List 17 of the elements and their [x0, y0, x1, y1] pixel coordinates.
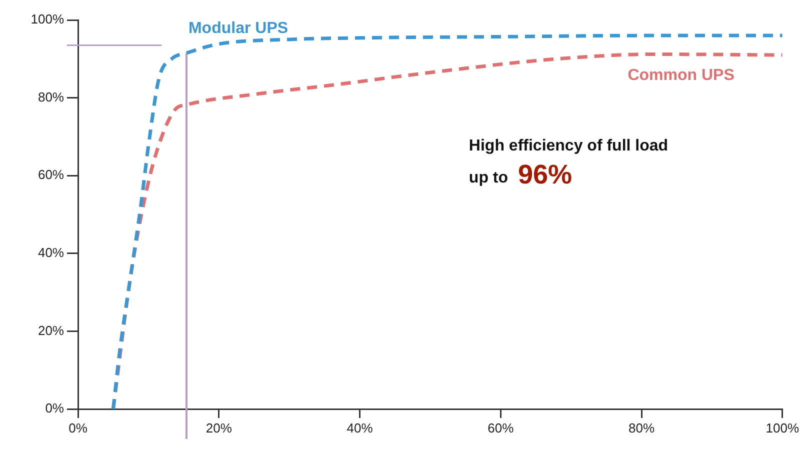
- series-label: Modular UPS: [188, 20, 288, 38]
- series-label: Common UPS: [628, 67, 735, 84]
- y-tick-label: 100%: [30, 12, 64, 27]
- annotation: 96%: [518, 159, 572, 190]
- y-tick-label: 40%: [38, 244, 64, 260]
- y-tick-label: 0%: [45, 400, 64, 416]
- x-tick-label: 80%: [628, 420, 655, 436]
- y-tick-label: 20%: [38, 322, 64, 338]
- x-tick-label: 0%: [68, 420, 88, 436]
- x-tick-label: 20%: [206, 420, 232, 436]
- x-tick-label: 100%: [766, 420, 800, 436]
- annotation: up to: [468, 169, 508, 186]
- y-tick-label: 80%: [38, 89, 64, 104]
- x-tick-label: 40%: [346, 420, 374, 436]
- y-tick-label: 60%: [38, 167, 64, 182]
- x-tick-label: 60%: [488, 420, 514, 436]
- annotation: High efficiency of full load: [468, 137, 668, 154]
